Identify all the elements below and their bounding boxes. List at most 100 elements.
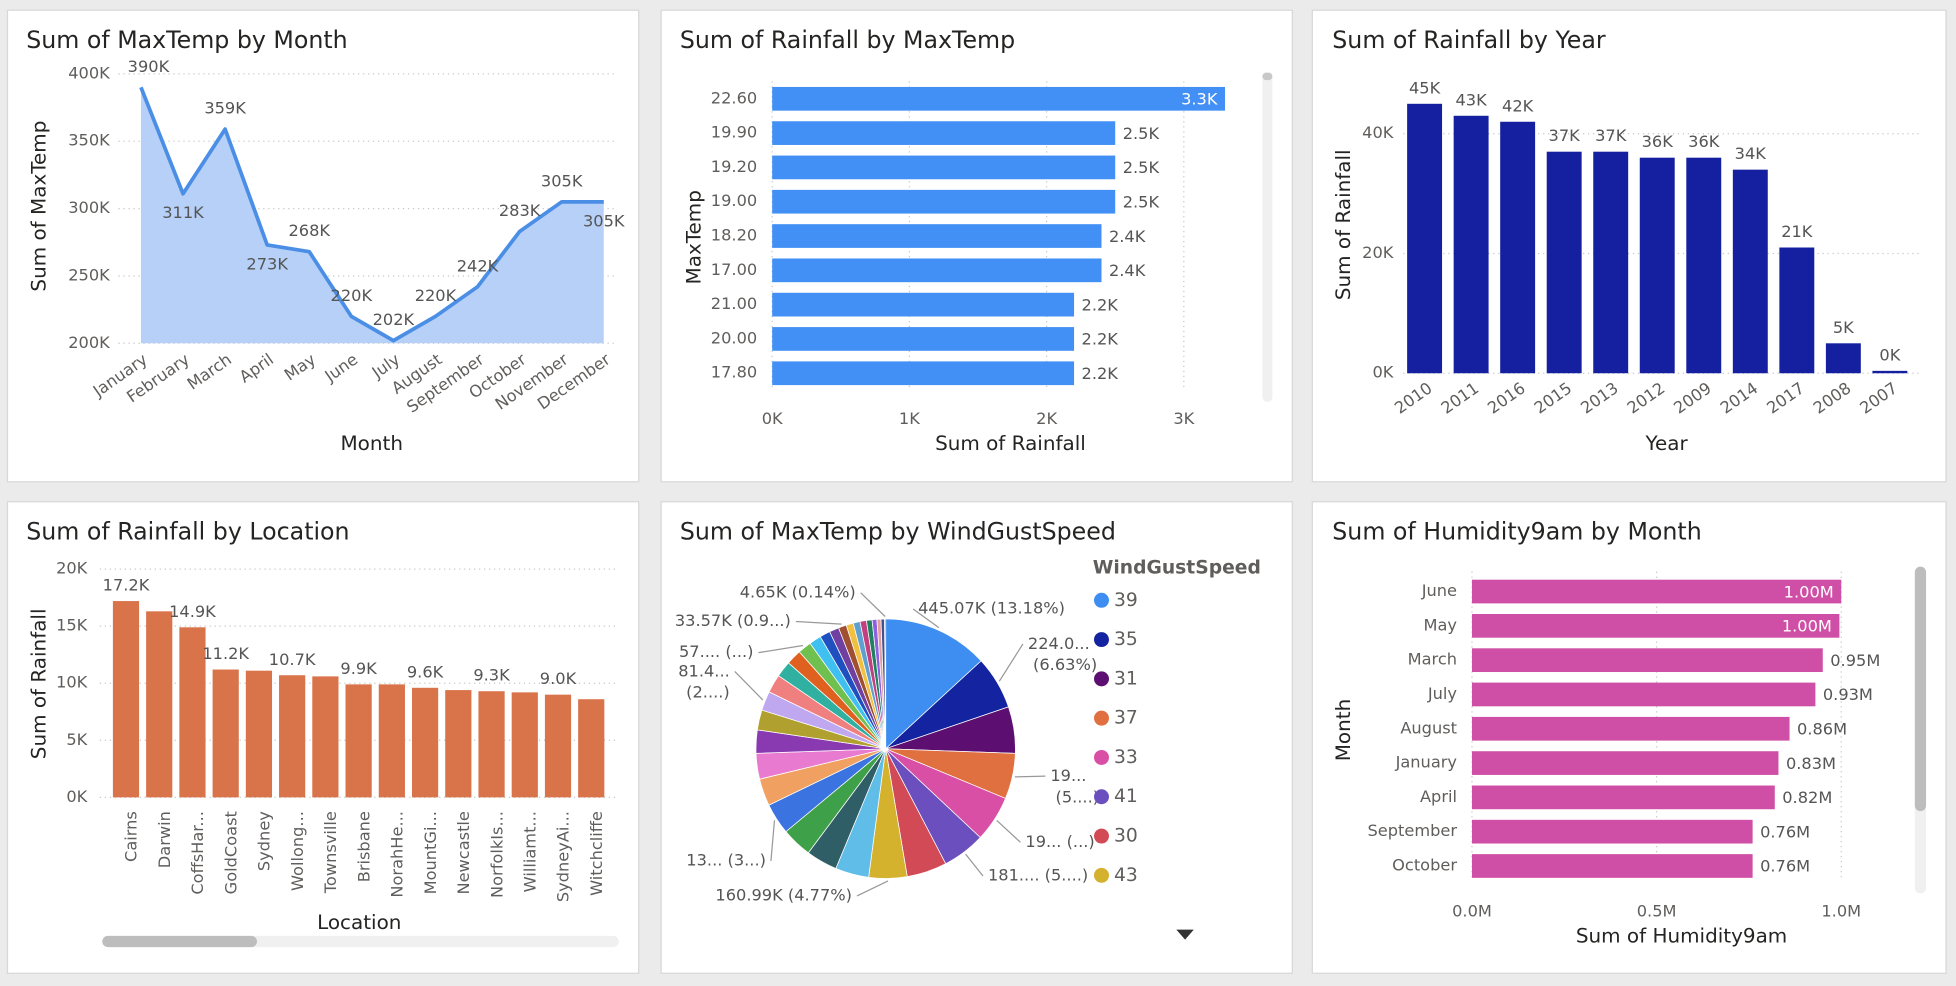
legend-swatch (1094, 867, 1109, 883)
y-tick-label: 20K (1362, 243, 1394, 262)
y-tick-label: April (1420, 787, 1457, 806)
x-tick-label: NorfolkIs... (487, 811, 506, 898)
data-label: 0.86M (1797, 720, 1847, 739)
data-label: 37K (1549, 126, 1581, 145)
bar (1779, 247, 1815, 374)
y-tick-label: 300K (68, 198, 110, 217)
data-label: 445.07K (13.18%) (918, 599, 1065, 618)
data-label: 181.... (5....) (988, 865, 1088, 884)
data-label: 2.2K (1082, 330, 1119, 349)
data-label: 0.76M (1760, 857, 1810, 876)
x-tick-label: 2K (1036, 409, 1057, 428)
bar (1407, 103, 1443, 374)
x-tick-label: Newcastle (454, 811, 473, 894)
x-tick-label: 3K (1173, 409, 1194, 428)
data-label: 4.65K (0.14%) (740, 582, 856, 601)
data-label: 220K (331, 286, 373, 305)
x-tick-label: Witchcliffe (587, 811, 606, 896)
scrollbar[interactable] (1262, 72, 1273, 402)
bar (345, 684, 372, 798)
legend-label: 35 (1114, 629, 1138, 650)
data-label: 34K (1735, 144, 1767, 163)
leader-line (912, 608, 940, 629)
x-tick-label: 0.0M (1452, 902, 1492, 921)
bar (1453, 115, 1489, 374)
y-tick-label: 19.20 (711, 157, 757, 176)
bar (772, 155, 1116, 180)
data-label: 220K (415, 286, 457, 305)
x-axis-title: Sum of Humidity9am (1576, 924, 1787, 948)
bar (146, 611, 173, 798)
legend-label: 33 (1114, 747, 1138, 768)
data-label: 45K (1409, 78, 1441, 97)
y-tick-label: June (1421, 581, 1457, 600)
data-label: 5K (1833, 318, 1854, 337)
x-axis-title: Location (317, 910, 401, 934)
bar (112, 601, 140, 798)
data-label: 2.5K (1123, 124, 1160, 143)
x-tick-label: Wollong... (288, 811, 307, 891)
y-tick-label: September (1367, 821, 1457, 840)
data-label: 21K (1781, 222, 1813, 241)
y-tick-label: 21.00 (711, 294, 757, 313)
x-tick-label: GoldCoast (221, 811, 240, 894)
x-tick-label: 0K (762, 409, 783, 428)
x-tick-label: Brisbane (354, 811, 373, 882)
data-label: 202K (373, 310, 415, 329)
x-tick-label: NorahHe... (388, 811, 407, 898)
legend-swatch (1094, 671, 1109, 687)
y-tick-label: 22.60 (711, 88, 757, 107)
bar (1546, 151, 1582, 374)
x-tick-label: Sydney (255, 811, 274, 871)
y-tick-label: March (1408, 650, 1457, 669)
data-label: 268K (288, 221, 330, 240)
legend-label: 43 (1114, 865, 1138, 886)
legend-swatch (1094, 789, 1109, 805)
x-tick-label: Townsville (321, 811, 340, 894)
bar (1500, 121, 1536, 374)
bar (772, 224, 1102, 248)
y-tick-label: 18.20 (711, 226, 757, 245)
bar (179, 627, 206, 798)
y-tick-label: 250K (68, 265, 110, 284)
bar (1686, 157, 1722, 374)
bar (772, 361, 1075, 386)
bar (445, 690, 472, 798)
y-tick-label: July (1427, 684, 1458, 703)
bar (1471, 648, 1823, 673)
x-tick-label: Darwin (155, 811, 174, 868)
leader-line (998, 643, 1024, 682)
bar (1471, 614, 1840, 638)
dropdown-arrow[interactable] (1176, 929, 1194, 940)
x-tick-label: 1.0M (1821, 902, 1861, 921)
scroll-thumb[interactable] (1914, 566, 1927, 812)
legend-swatch (1094, 632, 1109, 648)
bar (1732, 169, 1768, 374)
y-axis-title: Sum of Rainfall (1331, 149, 1355, 300)
y-tick-label: January (1395, 753, 1458, 772)
data-label: 0.82M (1782, 788, 1832, 807)
data-label: 33.57K (0.9...) (675, 611, 791, 630)
data-label: 19... (5....) (1050, 766, 1099, 806)
chart-title: Sum of Rainfall by MaxTemp (680, 26, 1015, 54)
y-axis-title: MaxTemp (681, 190, 705, 284)
chart-title: Sum of Rainfall by Location (26, 517, 349, 545)
area (140, 87, 604, 344)
y-tick-label: 400K (68, 63, 110, 82)
bar (1872, 370, 1908, 374)
data-label: 13... (3...) (686, 850, 766, 869)
leader-line (860, 592, 886, 617)
leader-line (996, 820, 1021, 843)
bar (1471, 819, 1753, 844)
bar (1471, 716, 1790, 741)
legend-swatch (1094, 828, 1109, 844)
line (139, 86, 604, 343)
y-tick-label: 0K (66, 787, 87, 806)
scroll-thumb[interactable] (1262, 72, 1273, 81)
scroll-thumb[interactable] (102, 935, 257, 948)
chart-title: Sum of MaxTemp by Month (26, 26, 347, 54)
legend-label: 37 (1114, 708, 1138, 729)
data-label: 19... (...) (1025, 832, 1094, 851)
y-axis-title: Month (1331, 699, 1355, 762)
legend-swatch (1094, 710, 1109, 726)
